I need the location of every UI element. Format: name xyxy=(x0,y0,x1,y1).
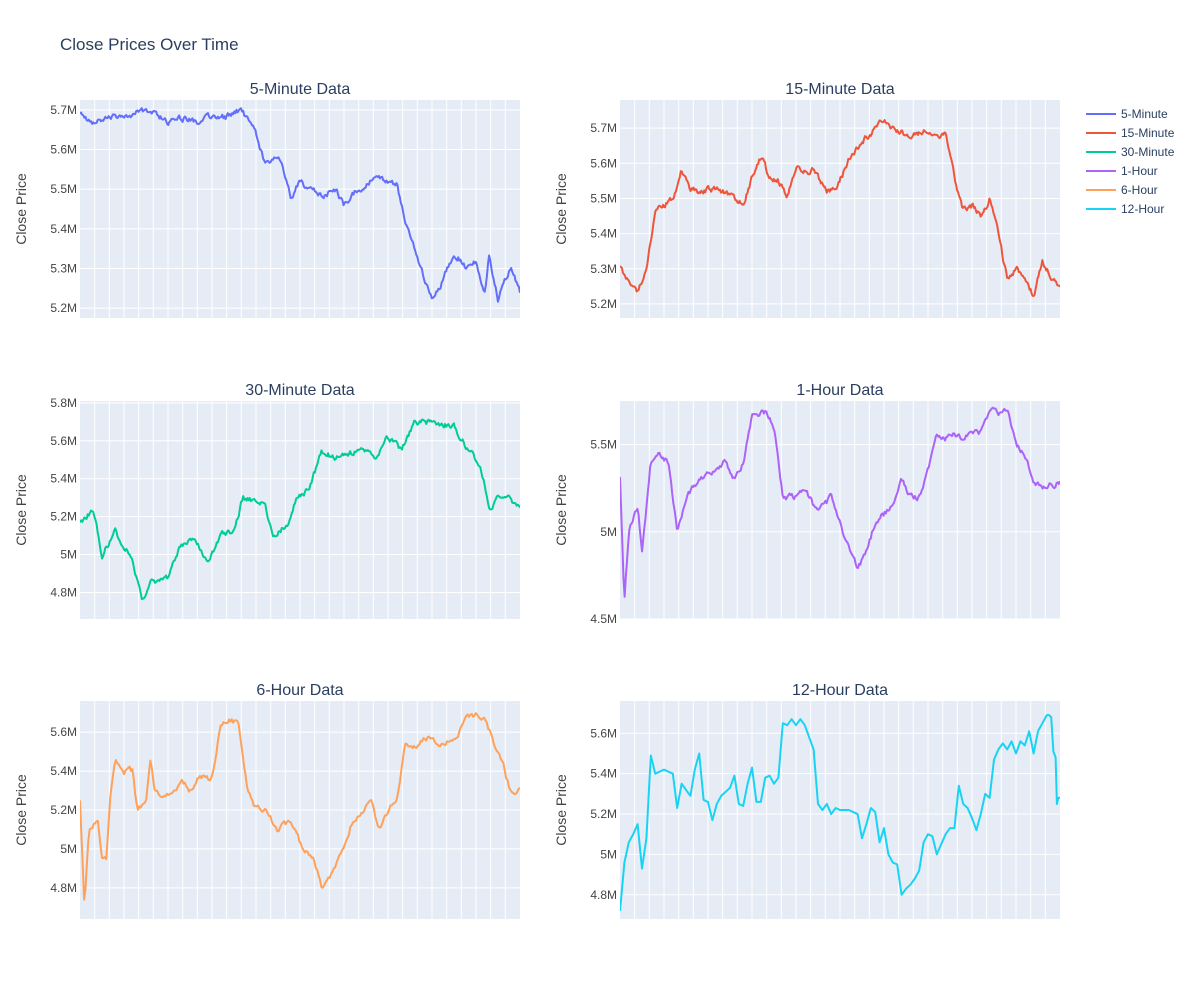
y-tick-label: 5.8M xyxy=(50,396,77,410)
y-tick-label: 5.2M xyxy=(50,803,77,817)
y-tick-label: 5.5M xyxy=(590,191,617,205)
series-line-6-Hour xyxy=(80,712,520,901)
legend-label: 30-Minute xyxy=(1121,145,1175,159)
legend-label: 5-Minute xyxy=(1121,107,1168,121)
y-tick-label: 5.2M xyxy=(590,807,617,821)
legend[interactable]: 5-Minute 15-Minute 30-Minute 1-Hour 6-Hour 12… xyxy=(1086,107,1175,216)
subplot-title: 15-Minute Data xyxy=(785,81,894,98)
y-axis-label: Close Price xyxy=(553,774,569,846)
legend-item-6-Hour[interactable]: 6-Hour xyxy=(1086,183,1158,197)
legend-label: 12-Hour xyxy=(1121,202,1164,216)
y-tick-label: 5.6M xyxy=(50,143,77,157)
y-tick-label: 5.4M xyxy=(50,472,77,486)
subplot-1: 5.2M 5.3M 5.4M 5.5M 5.6M 5.7M 5-Minute Data Clo… xyxy=(13,81,520,318)
y-tick-label: 4.5M xyxy=(590,612,617,626)
subplot-3: 4.8M 5M 5.2M 5.4M 5.6M 5.8M 30-Minute Data Clos… xyxy=(13,382,520,619)
series-line-15-Minute xyxy=(620,119,1060,298)
y-tick-label: 5.2M xyxy=(50,301,77,315)
y-axis-label: Close Price xyxy=(13,774,29,846)
subplot-6: 4.8M 5M 5.2M 5.4M 5.6M 12-Hour Data Close Pric… xyxy=(553,682,1060,919)
y-tick-label: 5.4M xyxy=(50,222,77,236)
subplot-title: 12-Hour Data xyxy=(792,682,888,699)
y-tick-label: 5.5M xyxy=(590,438,617,452)
subplot-2: 5.2M 5.3M 5.4M 5.5M 5.6M 5.7M 15-Minute Data Cl… xyxy=(553,81,1060,318)
subplot-title: 1-Hour Data xyxy=(796,382,883,399)
legend-item-1-Hour[interactable]: 1-Hour xyxy=(1086,164,1158,178)
y-tick-label: 4.8M xyxy=(50,881,77,895)
y-tick-label: 4.8M xyxy=(50,585,77,599)
legend-item-12-Hour[interactable]: 12-Hour xyxy=(1086,202,1164,216)
y-tick-label: 5.3M xyxy=(50,261,77,275)
subplot-title: 5-Minute Data xyxy=(250,81,351,98)
y-tick-label: 5.6M xyxy=(50,434,77,448)
y-axis-label: Close Price xyxy=(13,173,29,245)
legend-item-5-Minute[interactable]: 5-Minute xyxy=(1086,107,1168,121)
subplots: 5.2M 5.3M 5.4M 5.5M 5.6M 5.7M 5-Minute Data Clo… xyxy=(13,81,1060,919)
y-tick-label: 5M xyxy=(60,548,77,562)
series-line-1-Hour xyxy=(620,406,1060,598)
legend-item-30-Minute[interactable]: 30-Minute xyxy=(1086,145,1175,159)
series-line-12-Hour xyxy=(620,714,1060,912)
y-tick-label: 5.6M xyxy=(50,725,77,739)
subplot-5: 4.8M 5M 5.2M 5.4M 5.6M 6-Hour Data Close Price xyxy=(13,682,520,919)
legend-label: 1-Hour xyxy=(1121,164,1158,178)
y-tick-label: 5.4M xyxy=(590,767,617,781)
y-tick-label: 5M xyxy=(60,842,77,856)
y-tick-label: 5.6M xyxy=(590,156,617,170)
y-axis-label: Close Price xyxy=(13,474,29,546)
y-tick-label: 5.6M xyxy=(590,726,617,740)
y-tick-label: 5M xyxy=(600,847,617,861)
y-tick-label: 5.5M xyxy=(50,182,77,196)
y-axis-label: Close Price xyxy=(553,474,569,546)
subplot-title: 30-Minute Data xyxy=(245,382,354,399)
y-tick-label: 5M xyxy=(600,525,617,539)
y-tick-label: 5.7M xyxy=(590,121,617,135)
y-tick-label: 5.2M xyxy=(50,510,77,524)
y-tick-label: 5.4M xyxy=(50,764,77,778)
y-tick-label: 4.8M xyxy=(590,888,617,902)
series-line-5-Minute xyxy=(80,107,520,303)
y-tick-label: 5.4M xyxy=(590,227,617,241)
legend-label: 6-Hour xyxy=(1121,183,1158,197)
legend-item-15-Minute[interactable]: 15-Minute xyxy=(1086,126,1175,140)
subplot-4: 4.5M 5M 5.5M 1-Hour Data Close Price xyxy=(553,382,1060,626)
y-tick-label: 5.3M xyxy=(590,262,617,276)
chart-title: Close Prices Over Time xyxy=(60,35,239,54)
subplot-title: 6-Hour Data xyxy=(256,682,343,699)
legend-label: 15-Minute xyxy=(1121,126,1175,140)
y-axis-label: Close Price xyxy=(553,173,569,245)
y-tick-label: 5.2M xyxy=(590,297,617,311)
series-line-30-Minute xyxy=(80,418,520,600)
y-tick-label: 5.7M xyxy=(50,103,77,117)
